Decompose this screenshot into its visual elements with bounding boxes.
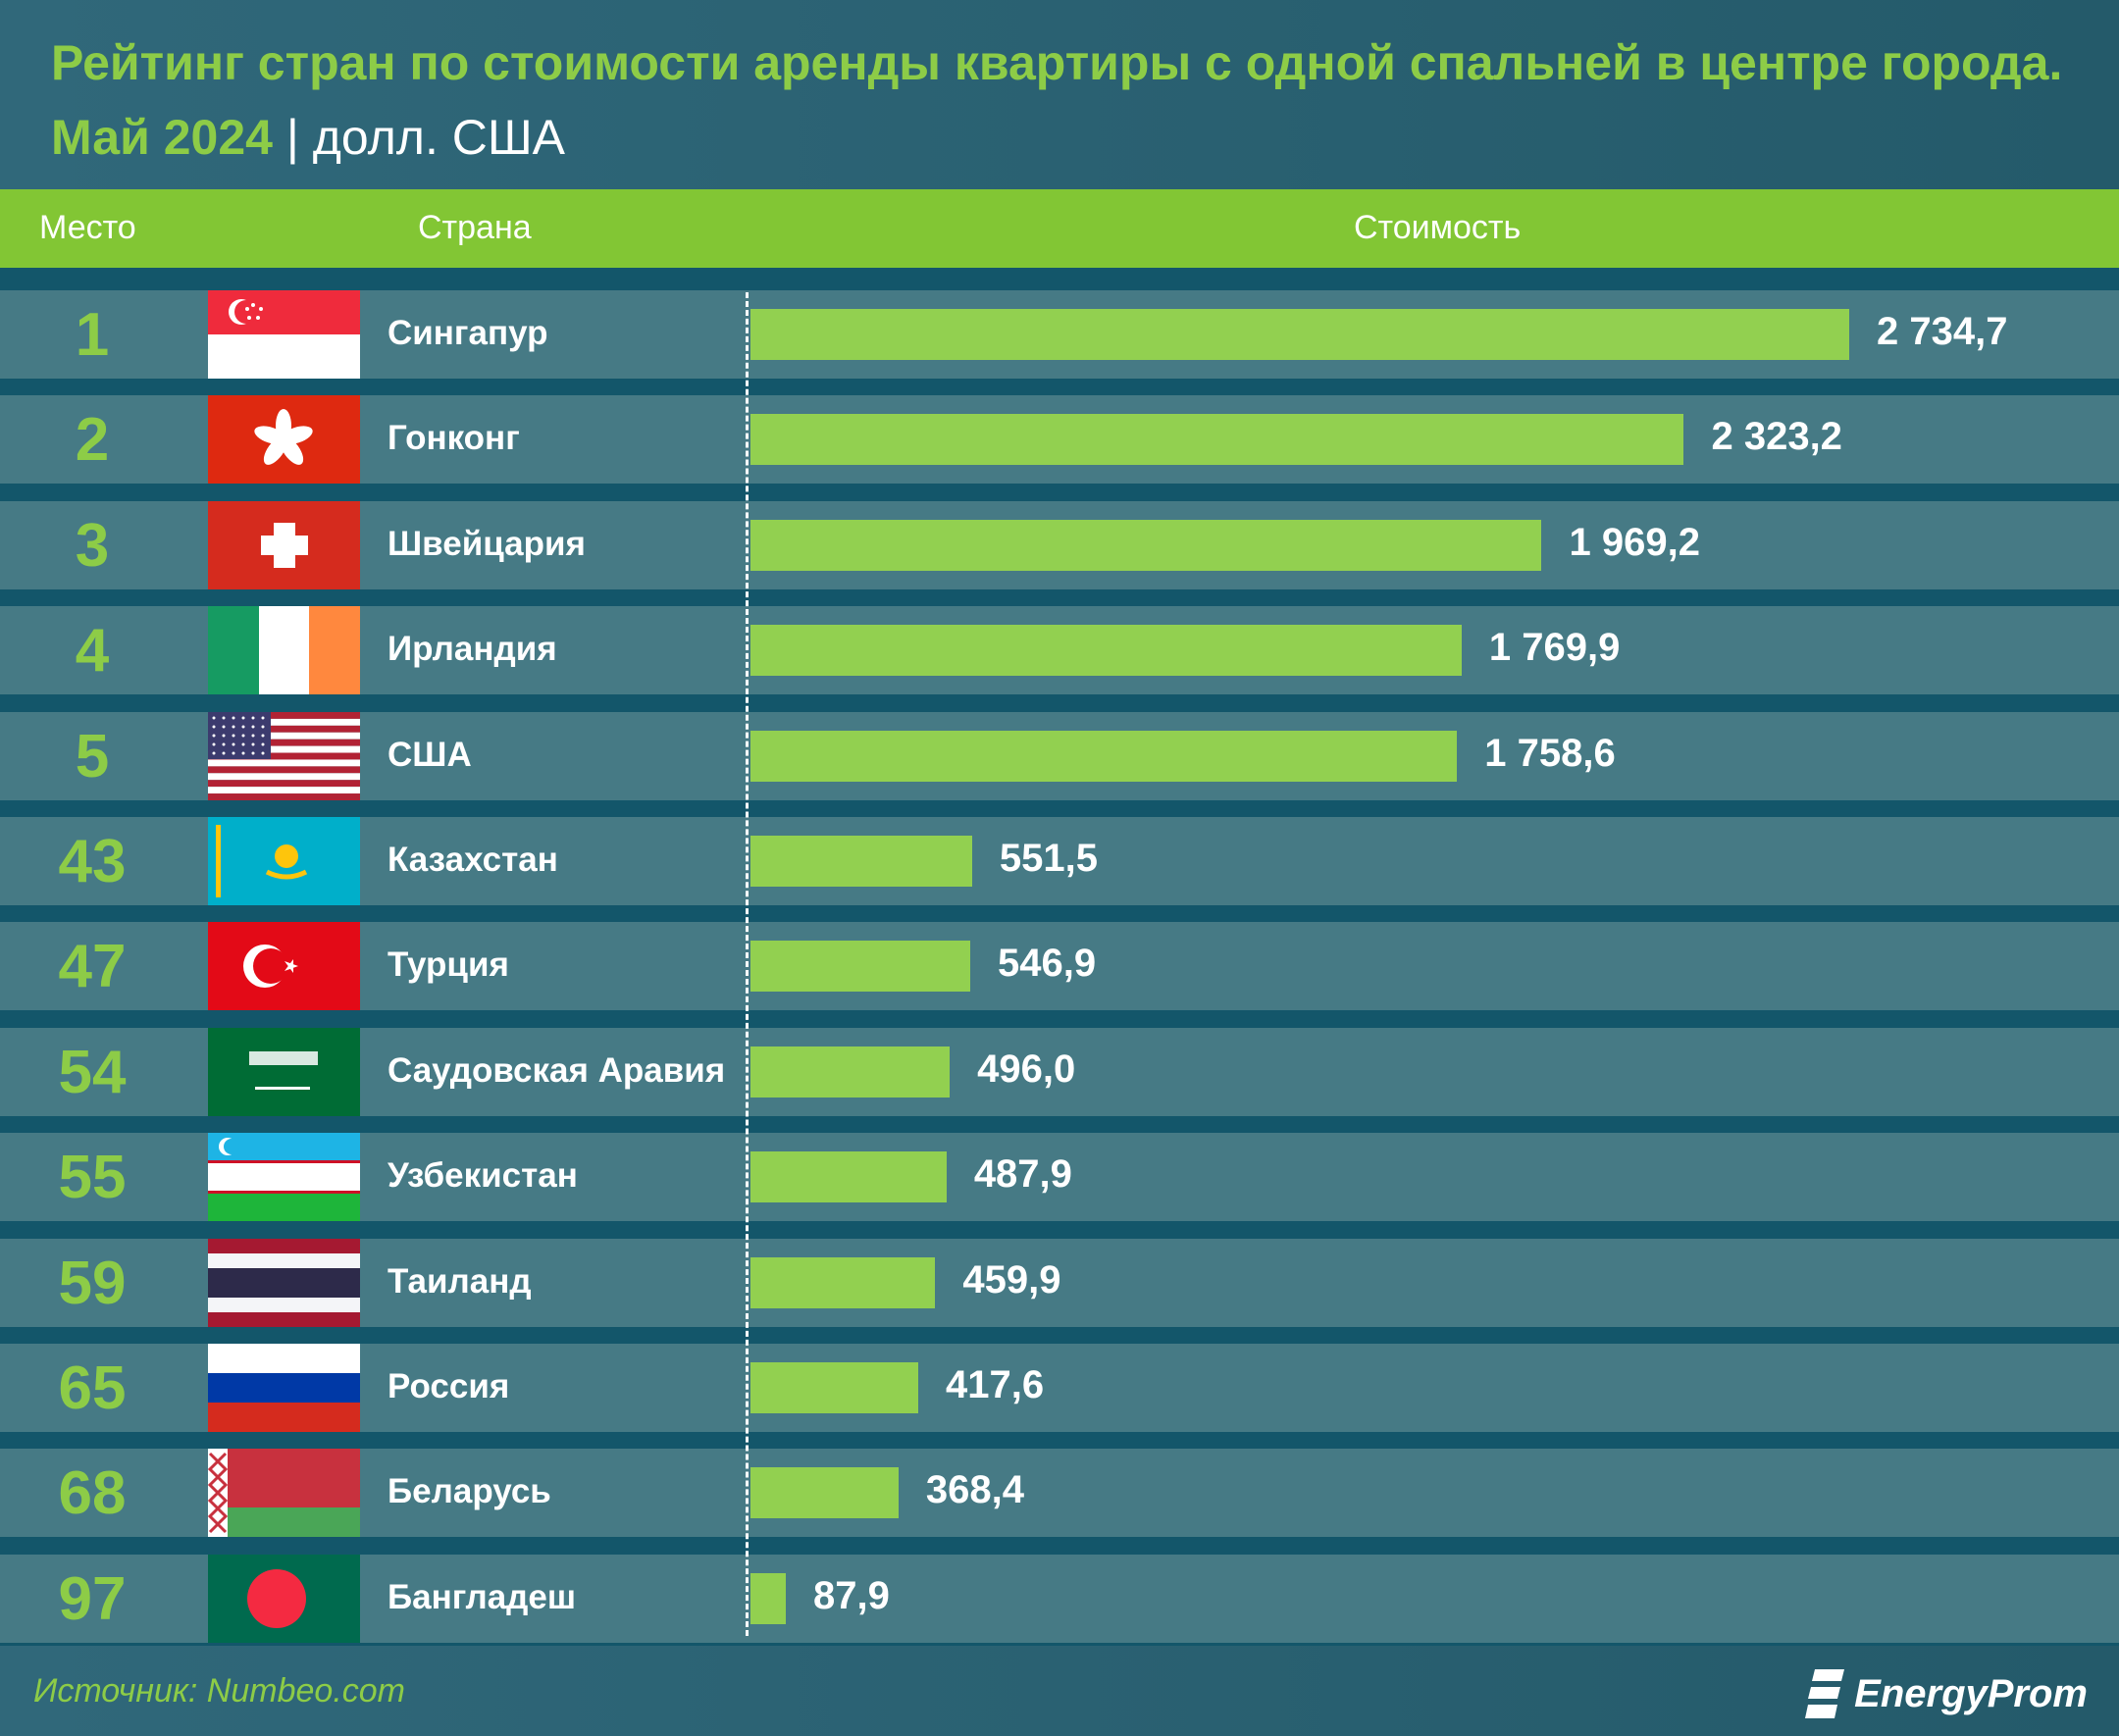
country-label: Сингапур — [388, 314, 548, 352]
bar — [750, 941, 970, 993]
value-label: 487,9 — [973, 1152, 1072, 1197]
country-label: Турция — [388, 945, 509, 985]
flag-ireland-icon — [208, 606, 360, 695]
flag-thailand-icon — [208, 1238, 360, 1327]
value-label: 1 769,9 — [1488, 626, 1621, 670]
bar — [750, 1572, 786, 1624]
table-row: 59 Таиланд 459,9 — [0, 1238, 2119, 1327]
rank-label: 65 — [58, 1354, 127, 1422]
table-header: Место Страна Стоимость — [0, 189, 2119, 268]
value-label: 546,9 — [997, 942, 1097, 986]
flag-uzbekistan-icon — [208, 1133, 360, 1222]
rank-label: 55 — [58, 1144, 127, 1212]
title-unit: | долл. США — [285, 110, 566, 165]
flag-kazakhstan-icon — [208, 817, 360, 905]
table-row: 4 Ирландия 1 769,9 — [0, 606, 2119, 695]
rank-label: 47 — [58, 933, 127, 1001]
table-row: 65 Россия 417,6 — [0, 1344, 2119, 1432]
flag-saudi-arabia-icon — [208, 1027, 360, 1116]
bar — [750, 1467, 899, 1519]
country-label: Беларусь — [388, 1472, 551, 1511]
rank-label: 54 — [58, 1038, 127, 1106]
flag-hong-kong-icon — [208, 395, 360, 485]
rank-label: 2 — [75, 406, 110, 475]
flag-singapore-icon — [208, 290, 360, 379]
header-country: Страна — [418, 209, 532, 246]
rank-label: 4 — [75, 617, 110, 686]
table-row: 1 Сингапур 2 734,7 — [0, 290, 2119, 379]
country-label: Казахстан — [388, 841, 558, 879]
bar — [750, 414, 1684, 466]
country-label: Швейцария — [388, 524, 586, 563]
value-label: 87,9 — [812, 1573, 890, 1617]
table-row: 55 Узбекистан 487,9 — [0, 1133, 2119, 1222]
energyprom-logo: EnergyProm — [1805, 1667, 2088, 1720]
country-label: Саудовская Аравия — [388, 1050, 726, 1090]
bar — [750, 519, 1542, 571]
flag-bangladesh-icon — [208, 1554, 360, 1643]
flag-belarus-icon — [208, 1449, 360, 1538]
table-row: 54 Саудовская Аравия 496,0 — [0, 1027, 2119, 1116]
value-label: 1 758,6 — [1484, 731, 1616, 775]
table-row: 47 Турция 546,9 — [0, 922, 2119, 1011]
flag-switzerland-icon — [208, 500, 360, 589]
table-row: 3 Швейцария 1 969,2 — [0, 500, 2119, 589]
table-row: 68 Беларусь 368,4 — [0, 1449, 2119, 1538]
header-rank: Место — [39, 209, 136, 246]
table-row: 5 США 1 758,6 — [0, 711, 2119, 800]
chart-title: Рейтинг стран по стоимости аренды кварти… — [51, 26, 2092, 175]
bar — [750, 309, 1849, 360]
table-row: 2 Гонконг 2 323,2 — [0, 395, 2119, 485]
rank-label: 68 — [58, 1459, 127, 1528]
country-label: Гонконг — [388, 419, 520, 458]
value-label: 496,0 — [977, 1047, 1076, 1091]
logo-icon — [1805, 1669, 1845, 1718]
flag-usa-icon — [208, 711, 360, 800]
value-label: 2 323,2 — [1711, 415, 1842, 459]
country-label: Бангладеш — [388, 1577, 577, 1616]
bar — [750, 1362, 919, 1413]
bar — [750, 836, 972, 887]
value-label: 551,5 — [999, 837, 1098, 880]
table-row: 97 Бангладеш 87,9 — [0, 1554, 2119, 1643]
value-label: 417,6 — [946, 1363, 1045, 1406]
country-label: США — [388, 735, 472, 774]
bar — [750, 730, 1458, 782]
country-label: Ирландия — [388, 630, 557, 669]
bar — [750, 1151, 947, 1203]
title-text: Рейтинг стран по стоимости аренды кварти… — [51, 35, 2063, 165]
value-label: 1 969,2 — [1569, 520, 1700, 564]
rank-label: 43 — [58, 828, 127, 895]
rank-label: 5 — [75, 722, 110, 791]
bar — [750, 1046, 951, 1098]
value-label: 368,4 — [925, 1468, 1024, 1512]
source-note: Источник: Numbeo.com — [33, 1672, 405, 1710]
country-label: Россия — [388, 1367, 510, 1405]
flag-turkey-icon — [208, 922, 360, 1011]
value-label: 2 734,7 — [1877, 310, 2008, 353]
country-label: Узбекистан — [388, 1156, 578, 1196]
rank-label: 1 — [75, 301, 110, 369]
axis-baseline — [746, 292, 749, 1636]
rank-label: 3 — [75, 511, 110, 580]
country-label: Таиланд — [388, 1261, 532, 1301]
bar — [750, 625, 1462, 677]
table-row: 43 Казахстан 551,5 — [0, 817, 2119, 905]
flag-russia-icon — [208, 1344, 360, 1432]
value-label: 459,9 — [962, 1257, 1061, 1302]
rank-label: 59 — [58, 1249, 127, 1317]
header-value: Стоимость — [1354, 209, 1522, 246]
bar — [750, 1256, 936, 1308]
rank-label: 97 — [58, 1564, 127, 1633]
